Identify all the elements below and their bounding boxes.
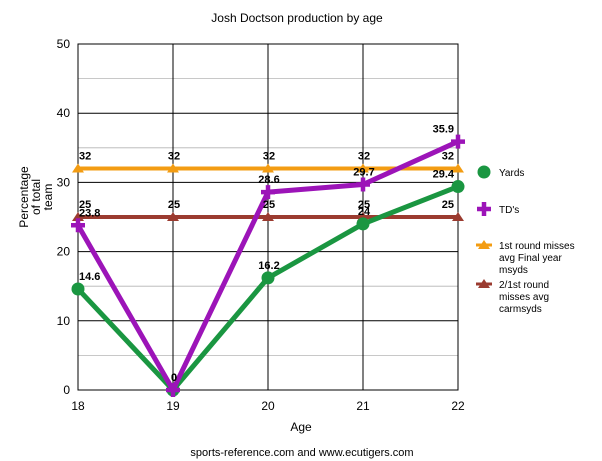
- data-label: 28.6: [258, 174, 279, 186]
- data-label: 25: [79, 199, 91, 211]
- source-note: sports-reference.com and www.ecutigers.c…: [190, 447, 413, 459]
- legend-item: TD's: [477, 202, 519, 216]
- data-label: 32: [358, 151, 370, 163]
- y-tick-label: 30: [57, 175, 71, 189]
- y-tick-label: 50: [57, 37, 71, 51]
- data-label: 0: [171, 372, 177, 384]
- legend-label-line: avg Final year: [499, 253, 562, 264]
- chart-title: Josh Doctson production by age: [211, 11, 383, 25]
- data-point-marker: [356, 177, 370, 192]
- plot-area: [71, 134, 465, 397]
- y-tick-label: 20: [57, 245, 71, 259]
- y-tick-label: 10: [57, 314, 71, 328]
- y-tick-label: 0: [63, 383, 70, 397]
- x-tick-label: 20: [261, 399, 275, 413]
- legend-label: Yards: [499, 168, 524, 179]
- data-label: 23.8: [79, 207, 100, 219]
- legend-label: 2/1st round misses avg carmsyds: [499, 280, 549, 315]
- legend-label: TD's: [499, 205, 519, 216]
- x-tick-label: 21: [356, 399, 370, 413]
- legend-label-line: msyds: [499, 265, 528, 276]
- legend-label: 1st round misses avg Final year msyds: [499, 241, 575, 276]
- data-point-marker: [72, 212, 84, 221]
- data-point-marker: [356, 217, 370, 231]
- y-tick-label: 40: [57, 106, 71, 120]
- data-point-marker: [262, 163, 274, 173]
- data-label: 35.9: [433, 124, 454, 136]
- x-tick-label: 18: [71, 399, 85, 413]
- data-point-marker: [452, 163, 464, 173]
- data-label: 32: [168, 151, 180, 163]
- legend-label-line: Yards: [499, 168, 524, 179]
- y-axis-title-line: Percentage: [17, 166, 31, 228]
- legend-item: 2/1st round misses avg carmsyds: [476, 279, 549, 315]
- data-label: 29.4: [433, 169, 455, 181]
- data-point-marker: [261, 185, 275, 200]
- y-axis-title: Percentageof totalteam: [17, 166, 55, 228]
- y-axis-title-line: of total: [29, 179, 43, 215]
- data-point-marker: [167, 163, 179, 173]
- data-point-marker: [452, 212, 464, 221]
- data-point-marker: [451, 134, 465, 149]
- data-label: 32: [263, 151, 275, 163]
- data-label: 16.2: [258, 260, 279, 272]
- series-1: [71, 134, 465, 397]
- y-axis-title-group: Percentageof totalteam: [17, 166, 55, 228]
- data-label: 25: [442, 199, 454, 211]
- data-point-marker: [262, 212, 274, 221]
- data-point-marker: [72, 163, 84, 173]
- legend-item: Yards: [477, 165, 524, 179]
- data-point-marker: [71, 218, 85, 233]
- y-axis-title-line: team: [41, 184, 55, 211]
- data-label: 25: [263, 199, 275, 211]
- legend-item: 1st round misses avg Final year msyds: [476, 240, 575, 276]
- x-tick-label: 22: [451, 399, 465, 413]
- data-label: 32: [442, 151, 454, 163]
- x-tick-label: 19: [166, 399, 180, 413]
- data-point-marker: [261, 271, 275, 285]
- data-point-marker: [167, 212, 179, 221]
- legend-label-line: TD's: [499, 205, 519, 216]
- y-axis-title-text: Percentageof totalteam: [17, 166, 55, 228]
- data-label: 0: [171, 372, 177, 384]
- legend-marker: [477, 202, 491, 216]
- data-label: 24: [358, 206, 371, 218]
- x-axis-title: Age: [290, 420, 312, 434]
- legend-label-line: 1st round misses: [499, 241, 575, 252]
- data-point-marker: [357, 163, 369, 173]
- data-point-marker: [451, 180, 465, 194]
- data-label: 29.7: [353, 166, 374, 178]
- legend-marker: [477, 165, 491, 179]
- data-label: 14.6: [79, 271, 100, 283]
- data-label: 25: [168, 199, 180, 211]
- data-point-marker: [71, 282, 85, 296]
- data-label: 25: [358, 199, 370, 211]
- data-point-marker: [166, 383, 180, 397]
- data-label: 32: [79, 151, 91, 163]
- legend-label-line: misses avg: [499, 292, 549, 303]
- legend-label-line: carmsyds: [499, 304, 542, 315]
- legend-label-line: 2/1st round: [499, 280, 549, 291]
